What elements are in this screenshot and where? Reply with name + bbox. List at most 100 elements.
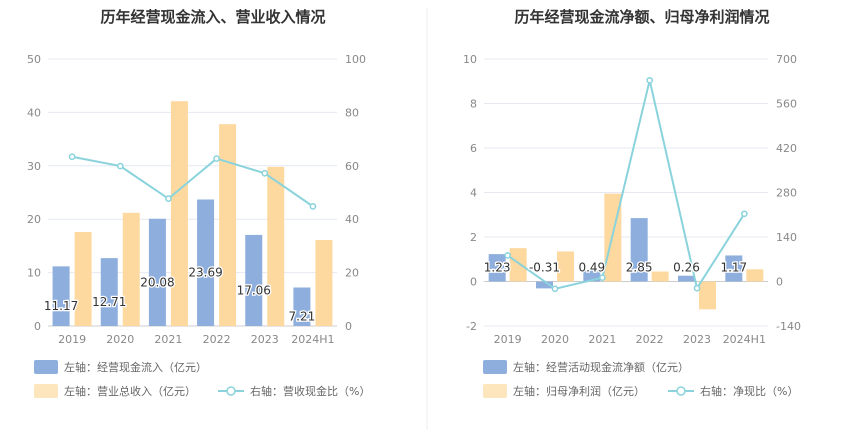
legend-swatch-revenue — [34, 384, 58, 398]
bar-data-label: 12.71 — [92, 295, 126, 309]
legend-swatch-net-profit — [483, 384, 507, 398]
x-axis-tick-label: 2019 — [58, 333, 86, 346]
ratio-point — [693, 284, 701, 292]
bar-primary — [725, 255, 743, 282]
left-axis-ticks: 0 10 20 30 40 50 — [27, 53, 41, 333]
right-axis-tick-label: 60 — [345, 160, 359, 173]
left-axis-tick-label: 30 — [27, 160, 41, 173]
left-axis-tick-label: 20 — [27, 213, 41, 226]
bar-data-label: 0.49 — [578, 261, 605, 275]
bar-data-label: 17.06 — [237, 283, 271, 297]
bar-data-label: 2.85 — [626, 261, 653, 275]
bar-primary — [197, 199, 215, 326]
grid-lines — [48, 58, 337, 327]
left-axis-tick-label: 10 — [27, 267, 41, 280]
legend-label-ratio: 右轴：净现比（%） — [700, 384, 798, 398]
ratio-point — [598, 274, 606, 282]
legend-swatch-inflow — [34, 360, 58, 374]
ratio-line — [71, 155, 314, 208]
legend-label-revenue: 左轴：营业总收入（亿元） — [64, 384, 196, 398]
left-axis-tick-label: 4 — [470, 187, 477, 200]
right-axis-ticks: -140 0 140 280 420 560 700 — [776, 53, 801, 333]
right-axis-tick-label: 280 — [776, 187, 797, 200]
bar-primary — [630, 218, 648, 282]
bar-primary — [583, 270, 601, 282]
x-axis-tick-label: 2024H1 — [723, 333, 766, 346]
chart-panel-right: 历年经营现金流净额、归母净利润情况 -2 0 2 4 6 8 10 -140 0 140 280 4… — [463, 8, 801, 398]
bar-secondary — [170, 101, 188, 326]
x-axis-tick-label: 2022 — [636, 333, 664, 346]
bar-data-label: 1.17 — [720, 261, 747, 275]
right-axis-tick-label: 420 — [776, 142, 797, 155]
ratio-point — [261, 169, 269, 177]
legend: 左轴：经营活动现金流净额（亿元） 左轴：归母净利润（亿元） 右轴：净现比（%） — [483, 360, 798, 398]
ratio-line — [507, 80, 746, 291]
legend-label-ratio: 右轴：营收现金比（%） — [250, 384, 370, 398]
chart-panel-left: 历年经营现金流入、营业收入情况 0 10 20 30 40 50 0 20 40 60 80 100… — [27, 8, 370, 398]
data-labels: 1.23 -0.31 0.49 2.85 0.26 1.17 — [483, 259, 749, 276]
ratio-point — [551, 285, 559, 293]
left-axis-tick-label: 50 — [27, 53, 41, 66]
bar-data-label: 0.26 — [673, 261, 700, 275]
x-axis-tick-label: 2020 — [106, 333, 134, 346]
x-axis-tick-label: 2023 — [251, 333, 279, 346]
bar-primary — [293, 287, 311, 326]
ratio-point — [68, 153, 76, 161]
bar-primary — [245, 234, 263, 326]
bar-data-label: 20.08 — [140, 275, 174, 289]
right-axis-ticks: 0 20 40 60 80 100 — [345, 53, 366, 333]
right-axis-tick-label: 20 — [345, 267, 359, 280]
bar-primary — [536, 281, 553, 289]
x-axis-ticks: 2019 2020 2021 2022 2023 2024H1 — [494, 333, 766, 346]
right-axis-tick-label: 700 — [776, 53, 797, 66]
legend-label-inflow: 左轴：经营现金流入（亿元） — [64, 360, 207, 374]
ratio-point — [309, 203, 317, 210]
bar-primary — [148, 218, 166, 326]
bar-data-label: 11.17 — [44, 299, 78, 313]
right-axis-tick-label: 40 — [345, 213, 359, 226]
line-series — [68, 153, 317, 210]
chart-title: 历年经营现金流入、营业收入情况 — [100, 8, 325, 26]
x-axis-ticks: 2019 2020 2021 2022 2023 2024H1 — [58, 333, 334, 346]
left-axis-tick-label: -2 — [466, 320, 477, 333]
bar-secondary — [509, 248, 527, 282]
x-axis-tick-label: 2022 — [203, 333, 231, 346]
legend-swatch-net-cashflow — [483, 360, 507, 374]
data-labels: 11.17 12.71 20.08 23.69 17.06 7.21 — [43, 264, 317, 325]
legend-marker-ratio — [226, 386, 236, 396]
left-axis-tick-label: 6 — [470, 142, 477, 155]
right-axis-tick-label: 100 — [345, 53, 366, 66]
x-axis-tick-label: 2021 — [154, 333, 182, 346]
left-axis-tick-label: 2 — [470, 231, 477, 244]
ratio-point — [740, 210, 748, 218]
bar-secondary — [699, 281, 716, 310]
bar-data-label: 7.21 — [289, 310, 316, 324]
legend-label-net-cashflow: 左轴：经营活动现金流净额（亿元） — [513, 360, 689, 374]
bar-data-label: 23.69 — [188, 266, 222, 280]
x-axis-tick-label: 2023 — [683, 333, 711, 346]
chart-title: 历年经营现金流净额、归母净利润情况 — [514, 8, 769, 26]
bar-primary — [100, 258, 118, 326]
left-axis-ticks: -2 0 2 4 6 8 10 — [463, 53, 477, 333]
grid-lines — [484, 58, 768, 327]
ratio-point — [116, 162, 124, 170]
bar-secondary — [315, 240, 333, 326]
bar-marks — [52, 101, 333, 326]
left-axis-tick-label: 0 — [34, 320, 41, 333]
right-axis-tick-label: 0 — [776, 276, 783, 289]
right-axis-tick-label: 560 — [776, 98, 797, 111]
legend-marker-ratio — [676, 386, 686, 396]
bar-secondary — [74, 232, 92, 326]
x-axis-tick-label: 2021 — [588, 333, 616, 346]
left-axis-tick-label: 40 — [27, 106, 41, 119]
ratio-point — [504, 252, 512, 259]
bar-secondary — [651, 271, 669, 282]
right-axis-tick-label: 140 — [776, 231, 797, 244]
bar-secondary — [267, 166, 285, 326]
bar-data-label: 1.23 — [484, 261, 511, 275]
bar-secondary — [122, 212, 140, 326]
line-series — [504, 76, 748, 293]
bar-secondary — [746, 269, 764, 282]
bar-data-label: -0.31 — [529, 261, 560, 275]
